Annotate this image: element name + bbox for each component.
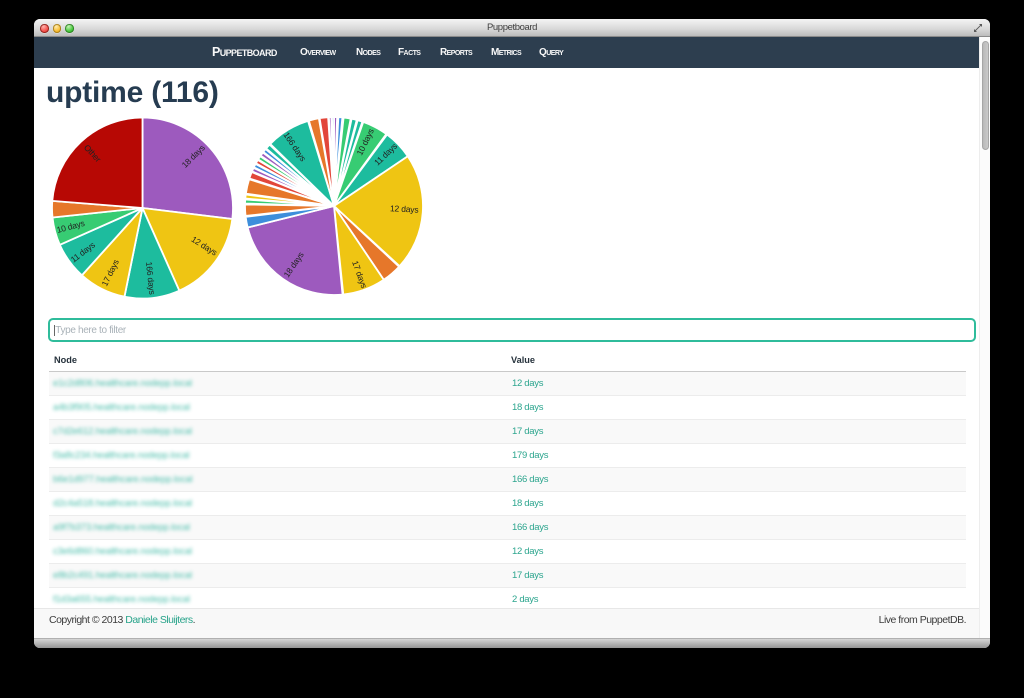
svg-text:12 days: 12 days: [390, 203, 419, 214]
svg-text:166 days: 166 days: [144, 261, 157, 295]
